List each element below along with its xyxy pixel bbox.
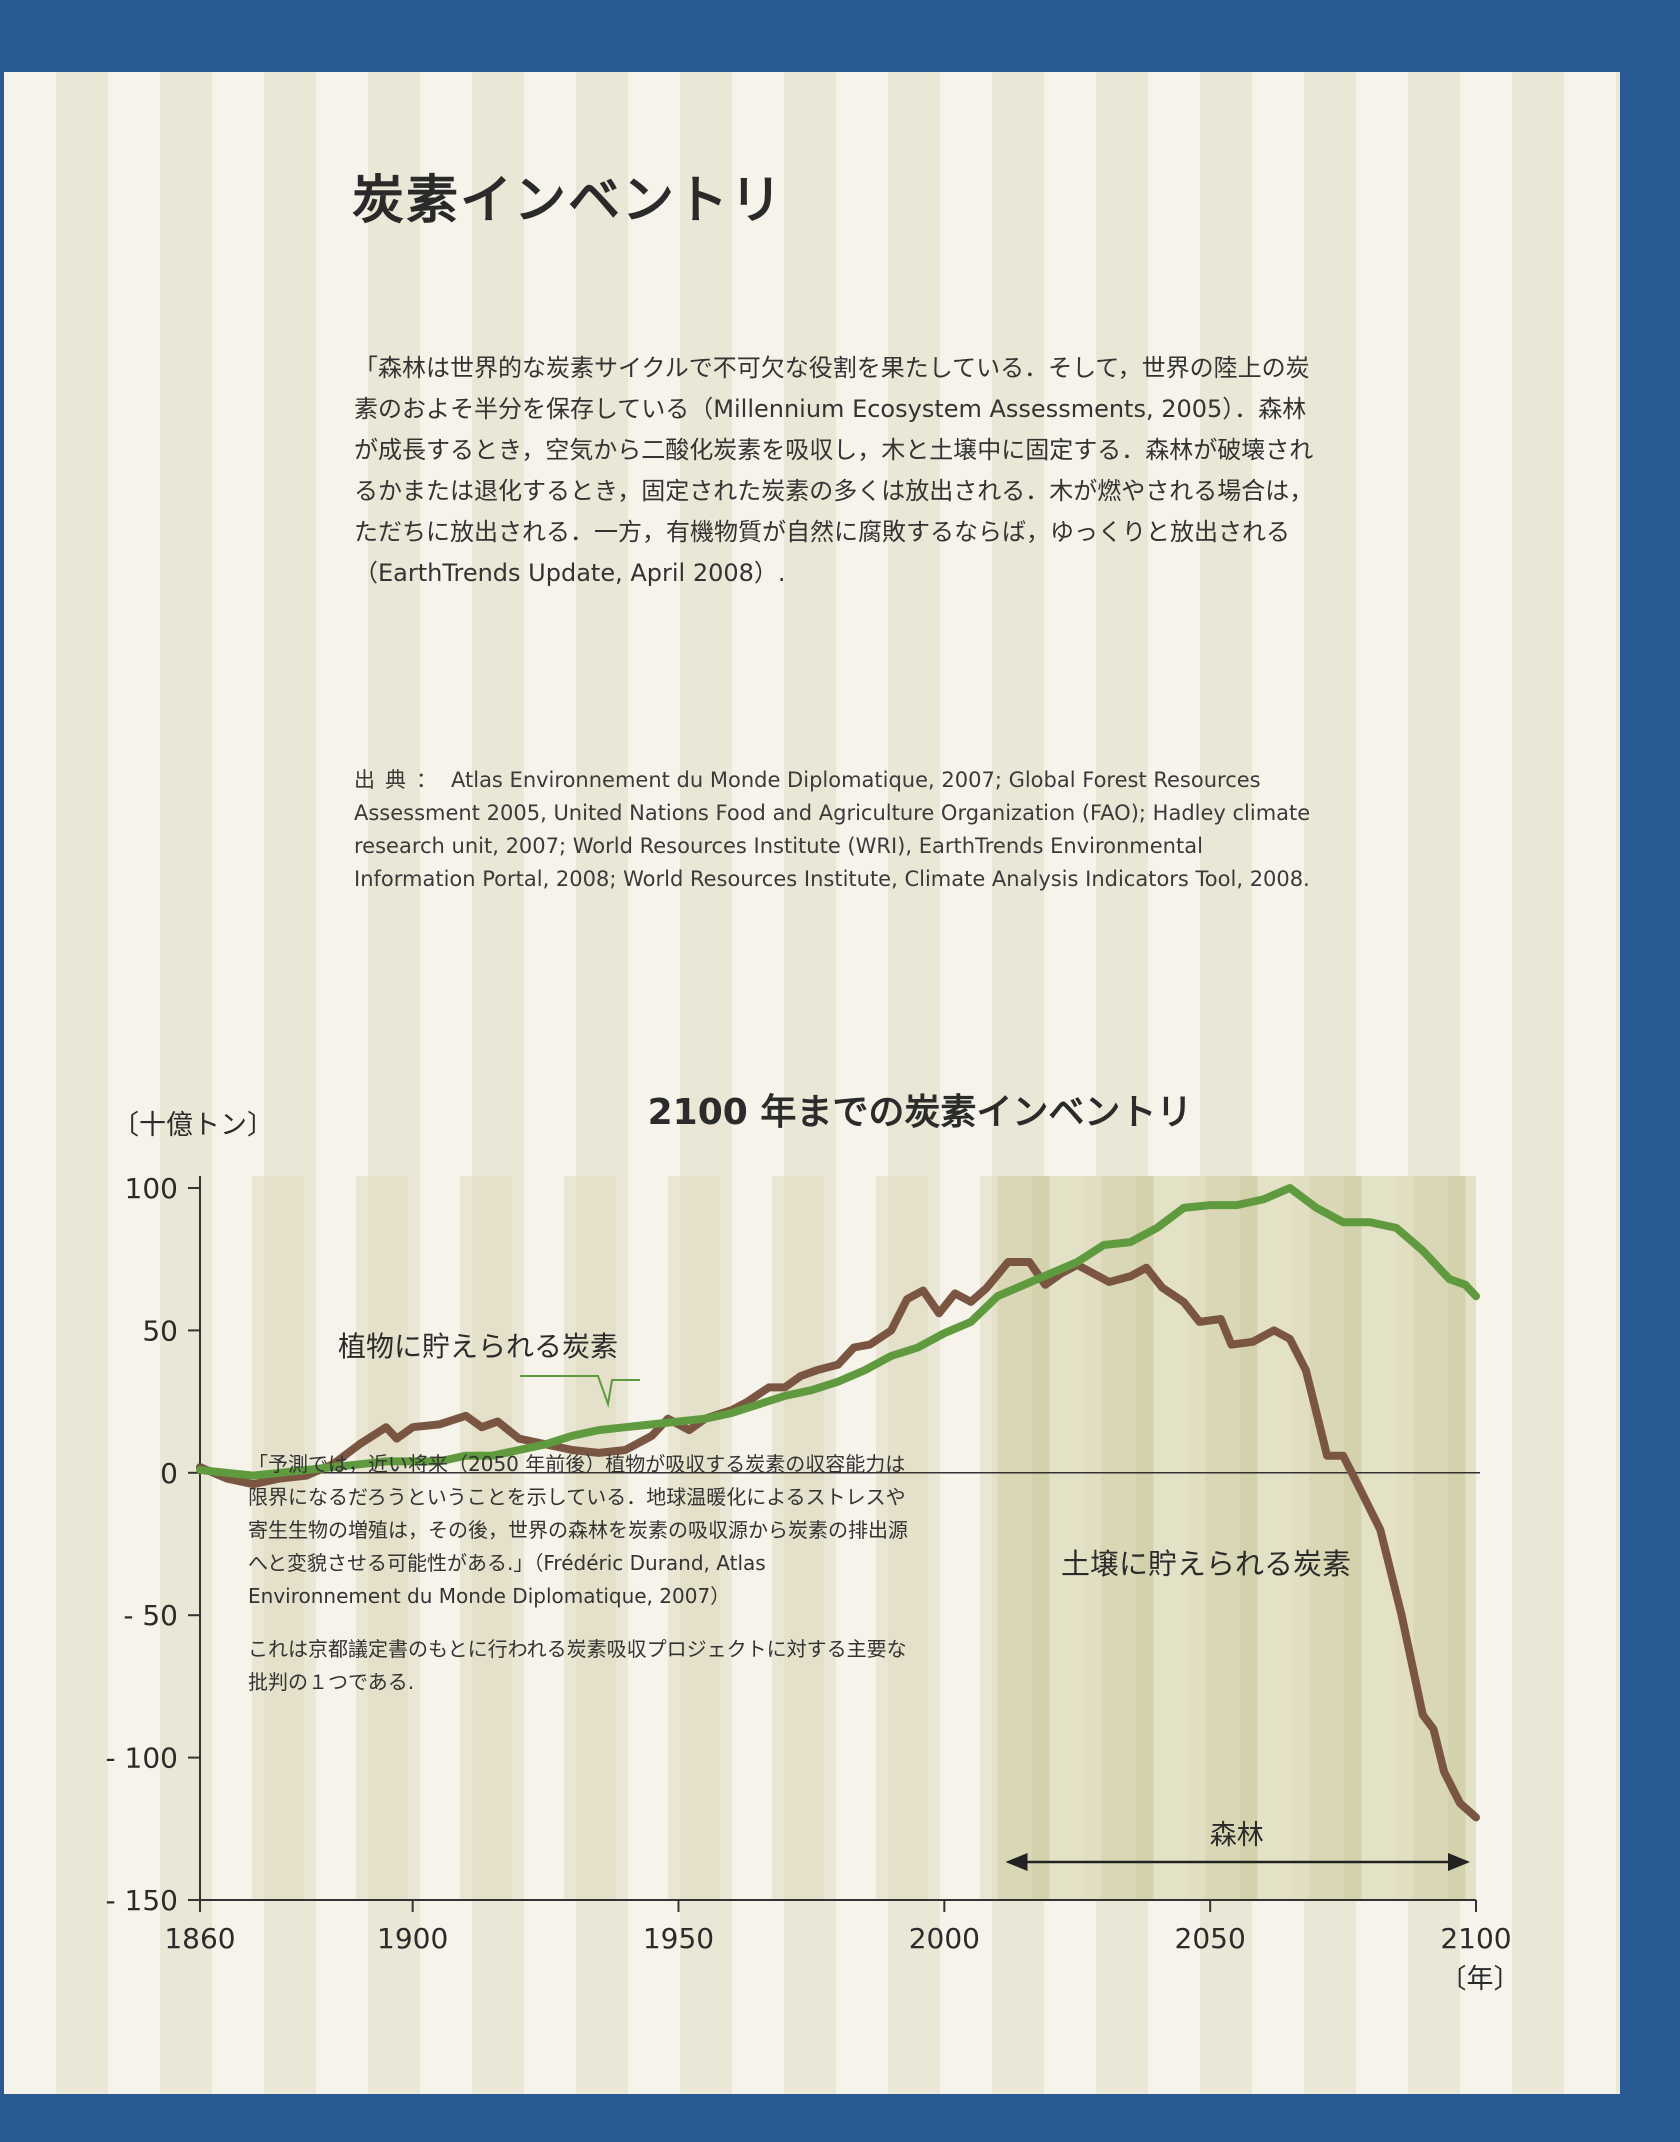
source-citation: 出典： Atlas Environnement du Monde Diplomat… (354, 764, 1314, 896)
y-tick-label: - 150 (106, 1884, 178, 1917)
y-ticks: 100 50 0 - 50 - 100 - 150 (106, 1172, 200, 1917)
source-text: Atlas Environnement du Monde Diplomatiqu… (354, 768, 1311, 891)
x-tick-label: 1900 (377, 1922, 448, 1955)
x-tick-label: 2100 (1440, 1922, 1511, 1955)
note-comment: これは京都議定書のもとに行われる炭素吸収プロジェクトに対する主要な批判の１つであ… (248, 1637, 907, 1694)
x-tick-label: 1860 (164, 1922, 235, 1955)
x-axis-label: 〔年〕 (1440, 1964, 1521, 1995)
plot-stripes (252, 1176, 1448, 1900)
x-tick-label: 2000 (909, 1922, 980, 1955)
forest-label: 森林 (1210, 1820, 1264, 1851)
x-ticks: 1860 1900 1950 2000 2050 2100 (164, 1900, 1512, 1955)
plant-carbon-line (196, 1184, 1480, 1480)
y-axis-label: 〔十億トン〕 (112, 1110, 274, 1141)
plot-stripe (460, 1176, 512, 1900)
plot-stripe (1292, 1176, 1344, 1900)
forest-arrow-left-head (1005, 1853, 1028, 1871)
forest-span-arrow: 森林 (1005, 1820, 1470, 1871)
page: 炭素インベントリ 「森林は世界的な炭素サイクルで不可欠な役割を果たしている．そし… (4, 72, 1620, 2094)
plot-stripe (356, 1176, 408, 1900)
plot-stripe (1084, 1176, 1136, 1900)
plot-stripe (1396, 1176, 1448, 1900)
plant-carbon-label: 植物に貯えられる炭素 (338, 1330, 618, 1363)
page-title: 炭素インベントリ (352, 171, 785, 231)
chart-note: 「予測では，近い将来（2050 年前後）植物が吸収する炭素の収容能力は限界になる… (248, 1448, 924, 1699)
chart-title: 2100 年までの炭素インベントリ (648, 1092, 1193, 1133)
plot-stripe (668, 1176, 720, 1900)
plot-stripe (1188, 1176, 1240, 1900)
source-label: 出典： (354, 768, 447, 792)
y-tick-label: 50 (142, 1314, 178, 1347)
x-tick-label: 2050 (1175, 1922, 1246, 1955)
y-tick-label: - 100 (106, 1742, 178, 1775)
note-quote: 「予測では，近い将来（2050 年前後）植物が吸収する炭素の収容能力は限界になる… (248, 1452, 908, 1608)
soil-carbon-line (196, 1258, 1480, 1822)
y-tick-label: 0 (160, 1457, 178, 1490)
plot-stripe (252, 1176, 304, 1900)
plot-stripe (772, 1176, 824, 1900)
x-tick-label: 1950 (643, 1922, 714, 1955)
forest-arrow-right-head (1448, 1853, 1470, 1871)
plant-label-pointer (520, 1375, 640, 1408)
y-tick-label: 100 (125, 1172, 178, 1205)
forest-region-stripe (1465, 1176, 1476, 1900)
y-tick-label: - 50 (123, 1599, 178, 1632)
soil-carbon-label: 土壌に貯えられる炭素 (1061, 1547, 1351, 1581)
plot-stripe (564, 1176, 616, 1900)
intro-paragraph: 「森林は世界的な炭素サイクルで不可欠な役割を果たしている．そして，世界の陸上の炭… (354, 354, 1314, 587)
